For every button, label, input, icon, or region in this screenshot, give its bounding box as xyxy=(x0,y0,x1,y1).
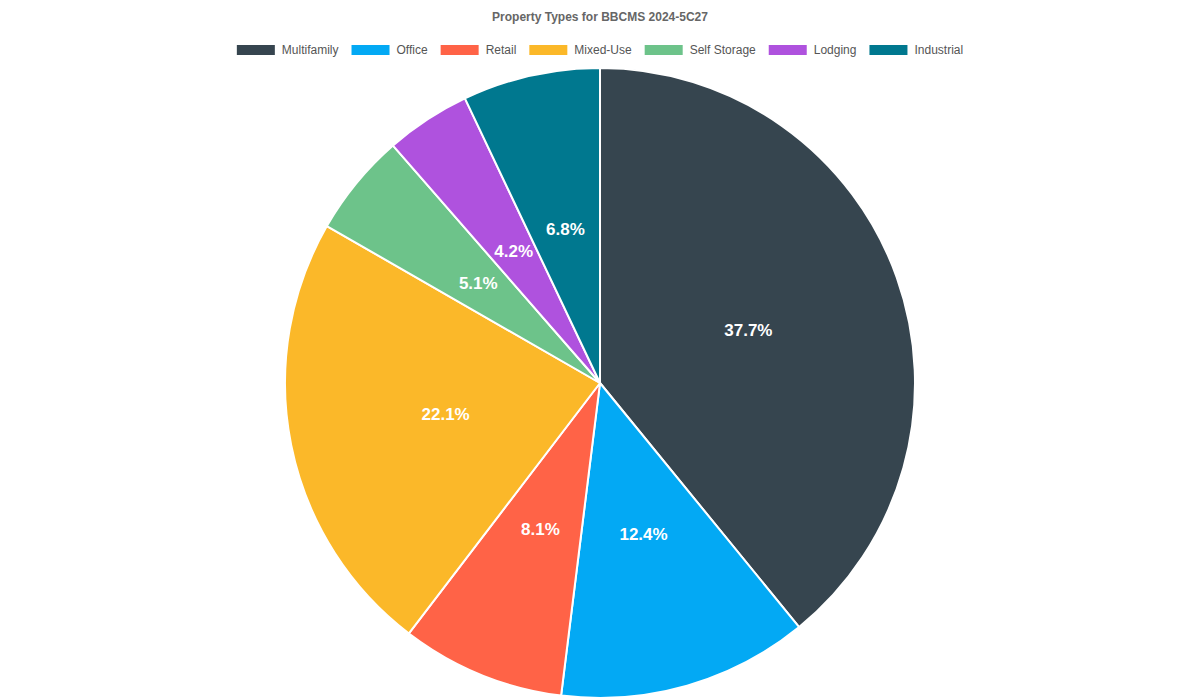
legend-item: Multifamily xyxy=(237,43,339,57)
pie-slice xyxy=(465,68,600,383)
data-label: 5.1% xyxy=(459,274,498,293)
legend-item: Lodging xyxy=(769,43,857,57)
data-label: 37.7% xyxy=(724,321,772,340)
data-label: 8.1% xyxy=(521,520,560,539)
legend-item: Self Storage xyxy=(645,43,756,57)
data-labels: 37.7% 12.4% 8.1% 22.1% 5.1% 4.2% 6.8% xyxy=(422,220,773,544)
legend-item: Industrial xyxy=(869,43,963,57)
legend-label: Industrial xyxy=(914,43,963,57)
legend-swatch xyxy=(529,45,567,55)
legend-swatch xyxy=(769,45,807,55)
legend-swatch xyxy=(441,45,479,55)
legend-swatch xyxy=(869,45,907,55)
legend-label: Mixed-Use xyxy=(574,43,632,57)
pie xyxy=(285,68,915,698)
legend-swatch xyxy=(352,45,390,55)
data-label: 12.4% xyxy=(619,525,667,544)
legend-label: Lodging xyxy=(814,43,857,57)
data-label: 6.8% xyxy=(546,220,585,239)
legend-label: Self Storage xyxy=(690,43,756,57)
legend: Multifamily Office Retail Mixed-Use Self Sto… xyxy=(237,43,963,57)
legend-swatch xyxy=(237,45,275,55)
legend-item: Mixed-Use xyxy=(529,43,632,57)
legend-swatch xyxy=(645,45,683,55)
chart: Property Types for BBCMS 2024-5C27 Multif… xyxy=(0,0,1200,700)
legend-item: Retail xyxy=(441,43,517,57)
legend-label: Office xyxy=(397,43,428,57)
legend-item: Office xyxy=(352,43,428,57)
title: Property Types for BBCMS 2024-5C27 xyxy=(492,10,708,24)
pie-slice xyxy=(600,68,915,627)
pie-slice xyxy=(561,383,799,698)
data-label: 4.2% xyxy=(494,242,533,261)
legend-label: Multifamily xyxy=(282,43,339,57)
data-label: 22.1% xyxy=(422,405,470,424)
legend-label: Retail xyxy=(486,43,517,57)
